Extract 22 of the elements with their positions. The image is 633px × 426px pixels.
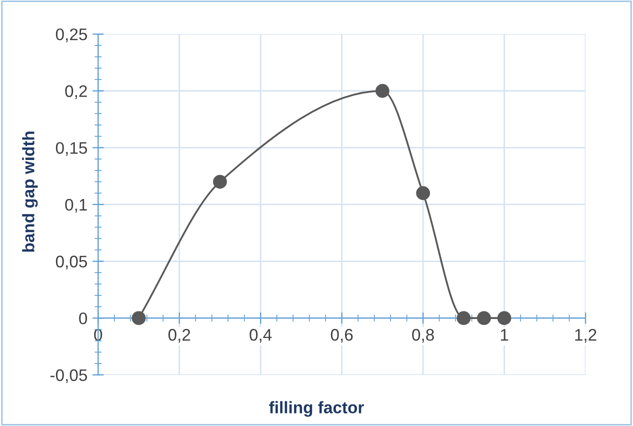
- point: [375, 84, 390, 98]
- y-tick-label: 0,2: [65, 85, 87, 100]
- x-tick-label: 0,2: [168, 328, 190, 343]
- point: [497, 311, 512, 326]
- x-tick-label: 0,8: [412, 328, 434, 343]
- point: [132, 311, 146, 326]
- x-tick-label: 0,4: [250, 328, 272, 343]
- point: [456, 311, 471, 326]
- y-tick-label: 0,15: [56, 142, 88, 156]
- y-axis-title: band gap width: [22, 132, 38, 252]
- y-tick-label: 0,25: [56, 28, 88, 42]
- y-tick-label: -0,05: [50, 369, 88, 384]
- y-tick-label: 0: [79, 312, 88, 324]
- x-tick-label: 1,2: [575, 328, 596, 343]
- y-tick-label: 0,1: [65, 198, 87, 213]
- x-tick-label: 1: [500, 329, 508, 341]
- point: [213, 174, 227, 189]
- point: [416, 186, 430, 200]
- point: [477, 311, 491, 326]
- y-tick-label: 0,05: [56, 256, 88, 270]
- x-tick-label: 0,6: [330, 328, 353, 343]
- x-axis-title: filling factor: [269, 401, 364, 417]
